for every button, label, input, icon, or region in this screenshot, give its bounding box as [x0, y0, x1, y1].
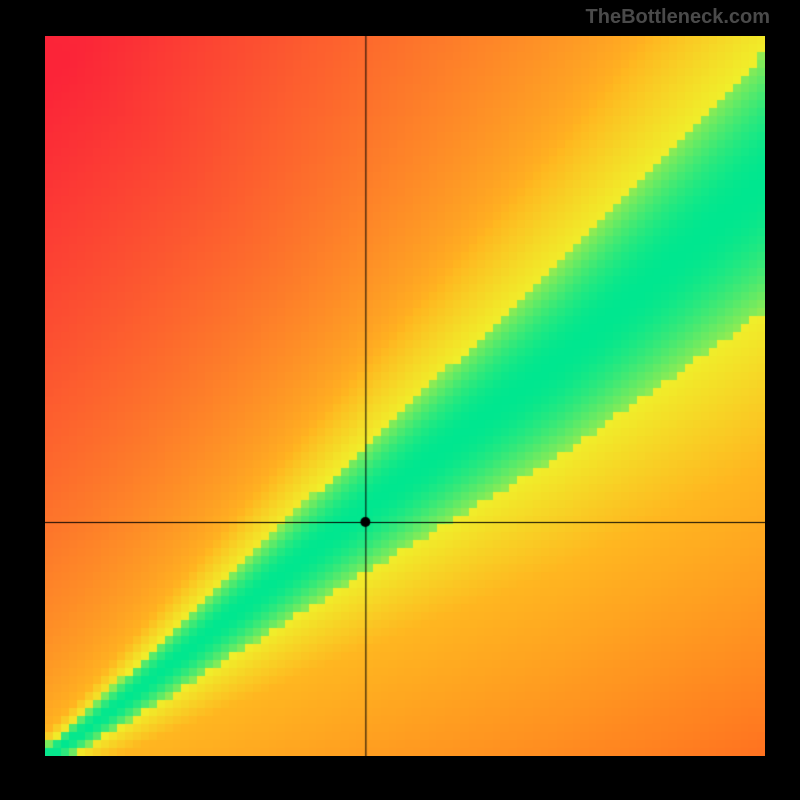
bottleneck-heatmap — [45, 36, 765, 756]
attribution-text: TheBottleneck.com — [586, 6, 770, 29]
chart-container: TheBottleneck.com — [0, 0, 800, 800]
